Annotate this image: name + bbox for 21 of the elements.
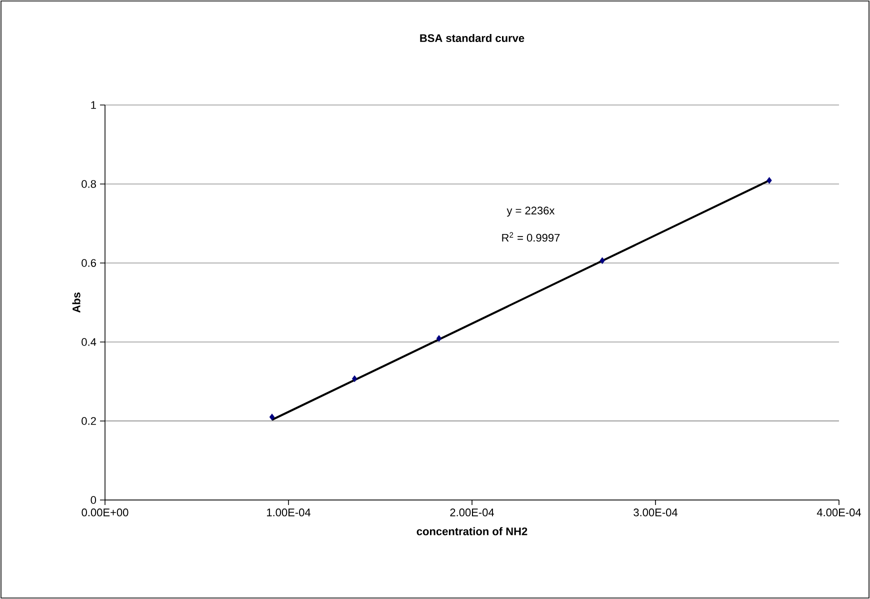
y-tick-label: 0.4 (82, 338, 96, 346)
x-tick-label: 1.00E-04 (267, 508, 310, 516)
y-tick-label: 0.2 (82, 417, 96, 425)
point (352, 375, 358, 382)
point (269, 414, 275, 420)
annotation: y = 2236x (506, 206, 555, 217)
x-tick-label: 3.00E-04 (634, 508, 678, 516)
y-tick-label: 0.8 (82, 180, 96, 188)
annotation: R$^{2}$ = 0.9997 (502, 232, 560, 242)
y-tick-label: 0 (90, 496, 96, 504)
x-tick-label: 2.00E-04 (450, 508, 494, 516)
chart-title: BSA standard curve (420, 34, 524, 42)
y-axis-title: Abs (72, 292, 80, 313)
y-tick-label: 0.6 (82, 259, 96, 267)
x-tick-label: 4.00E-04 (816, 508, 861, 516)
point (766, 177, 772, 184)
x-axis-title: concentration of NH2 (416, 527, 528, 536)
point (436, 335, 442, 342)
point (600, 257, 605, 264)
y-tick-label: 1 (91, 101, 96, 109)
x-tick-label: 0.00E+00 (82, 508, 128, 516)
